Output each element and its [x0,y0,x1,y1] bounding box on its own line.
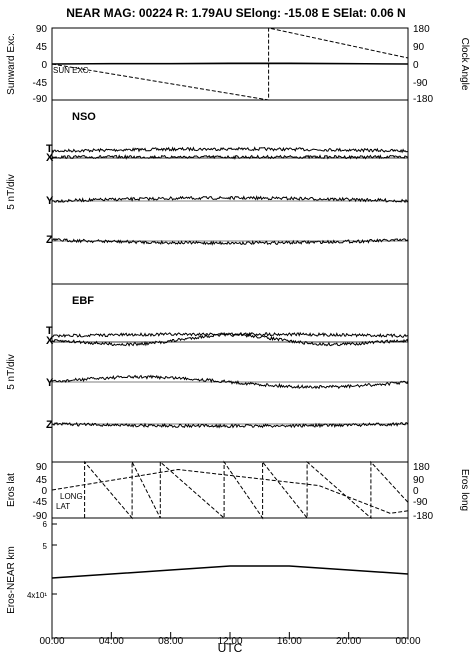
p2-trace-label: Z [46,234,53,246]
p2-series-trace-3 [51,237,409,246]
p4-series-0 [51,468,409,514]
p4-inline-label-long: LONG [60,492,83,501]
panel3-trace-labels: T X Y Z [46,325,54,431]
p2-series-trace-1 [51,154,409,160]
p2-trace-label: X [46,152,54,164]
p3-series-trace-2 [51,374,409,390]
panel1-left-ticks: 90 45 0 -45 -90 [33,24,48,105]
p3-trace-label: Y [46,377,54,389]
panel1-left-label: Sunward Exc. [6,33,17,95]
p4-left-tick: 90 [36,462,48,473]
p4-series-1 [84,460,409,520]
p5-left-tick: 5 [43,542,48,551]
panel1-right-label: Clock Angle [459,38,470,91]
panel5-left-label: Eros-NEAR km [6,546,17,614]
x-axis-ticks: 00:00 04:00 08:00 12:00 16:00 20:00 00:00 [39,632,421,647]
p1-right-tick: 90 [413,42,425,53]
p4-right-tick: 0 [413,486,419,497]
p1-left-tick: -90 [33,94,48,105]
p2-trace-label: T [46,143,53,155]
plot-title: NEAR MAG: 00224 R: 1.79AU SElong: -15.08… [66,6,405,20]
panel2-side-label: 5 nT/div [6,174,17,210]
panel3-name: EBF [72,295,94,307]
panel1-series [51,27,409,101]
p2-series-trace-2 [51,195,409,204]
panel5-series [51,523,409,595]
p1-series-0 [51,62,409,65]
panel4-series [51,460,409,520]
x-tick-label: 00:00 [395,636,420,647]
p1-right-tick: 180 [413,24,430,35]
x-tick-label: 08:00 [158,636,183,647]
p3-trace-label: Z [46,419,53,431]
panel4-left-ticks: 90 45 0 -45 -90 [33,462,48,522]
panel2-frame [51,99,409,285]
p2-series-trace-0 [51,146,409,154]
panel3-frame [51,283,409,463]
panel3-side-label: 5 nT/div [6,354,17,390]
p3-series-trace-1 [51,333,409,347]
x-tick-label: 16:00 [277,636,302,647]
p1-series-1 [51,27,409,101]
panel4-right-ticks: 180 90 0 -90 -180 [413,462,433,522]
p4-left-tick: -45 [33,497,48,508]
panel4-right-label: Eros long [459,469,470,511]
x-axis-label: UTC [218,641,243,655]
p3-trace-label: T [46,325,53,337]
panel4-frame [51,461,409,519]
p4-right-tick: -90 [413,497,428,508]
panel4-left-label: Eros lat [6,473,17,507]
p1-inline-label: SUN EXC. [53,66,91,75]
x-tick-label: 00:00 [39,636,64,647]
p1-left-tick: -45 [33,78,48,89]
panel2-series [51,146,409,246]
panel2-name: NSO [72,111,96,123]
p1-right-tick: -90 [413,78,428,89]
x-tick-label: 20:00 [336,636,361,647]
panel5-frame [51,517,409,639]
p2-trace-label: Y [46,195,54,207]
p1-left-tick: 0 [41,60,47,71]
p1-right-tick: -180 [413,94,433,105]
p4-right-tick: -180 [413,511,433,522]
p5-left-tick: 6 [43,520,48,529]
p1-left-tick: 90 [36,24,48,35]
p3-series-trace-3 [51,421,409,429]
p4-right-tick: 90 [413,475,425,486]
panel3-series [51,331,409,429]
p4-left-tick: -90 [33,511,48,522]
panel1-right-ticks: 180 90 0 -90 -180 [413,24,433,105]
panel5-left-ticks: 6 5 4x10¹ [27,520,48,600]
p4-left-tick: 0 [41,486,47,497]
p1-right-tick: 0 [413,60,419,71]
p5-series-0 [51,565,409,579]
x-tick-label: 04:00 [99,636,124,647]
p4-right-tick: 180 [413,462,430,473]
p5-left-tick: 4x10¹ [27,591,47,600]
p1-left-tick: 45 [36,42,48,53]
panel2-trace-labels: T X Y Z [46,143,54,246]
p4-left-tick: 45 [36,475,48,486]
p4-inline-label-lat: LAT [56,502,70,511]
x-tick-label: 12:00 [217,636,242,647]
p3-trace-label: X [46,335,54,347]
